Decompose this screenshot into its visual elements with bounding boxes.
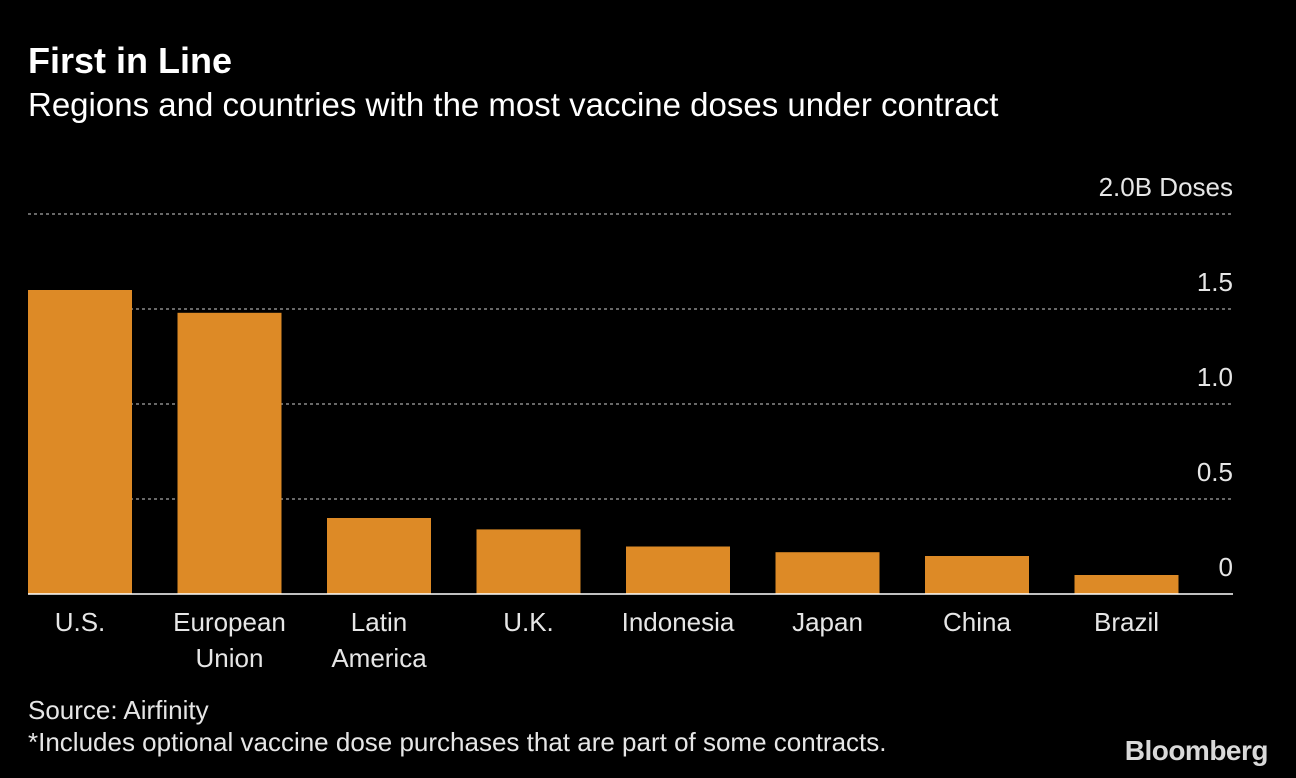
x-tick-label: America [331,643,427,673]
y-tick-label: 2.0B Doses [1099,172,1233,202]
x-tick-label: China [943,607,1011,637]
bar [476,529,581,594]
bar [28,290,132,594]
bar [626,546,730,594]
footnote: *Includes optional vaccine dose purchase… [28,727,887,757]
bloomberg-logo: Bloomberg [1124,735,1269,766]
bar [1074,575,1179,594]
bar [775,552,880,594]
chart-subtitle: Regions and countries with the most vacc… [28,86,999,123]
y-tick-label: 1.0 [1197,362,1233,392]
y-tick-label: 0 [1219,552,1233,582]
bar [327,518,431,594]
x-tick-label: U.S. [55,607,106,637]
x-tick-label: Brazil [1094,607,1159,637]
bar [177,312,282,594]
bar [925,556,1029,594]
x-tick-label: European [173,607,286,637]
x-tick-label: Japan [792,607,863,637]
x-tick-label: U.K. [503,607,554,637]
x-tick-label: Indonesia [622,607,735,637]
y-tick-label: 1.5 [1197,267,1233,297]
x-tick-label: Union [196,643,264,673]
x-tick-label: Latin [351,607,407,637]
chart-title: First in Line [28,40,233,81]
source-note: Source: Airfinity [28,695,209,725]
y-tick-label: 0.5 [1197,457,1233,487]
